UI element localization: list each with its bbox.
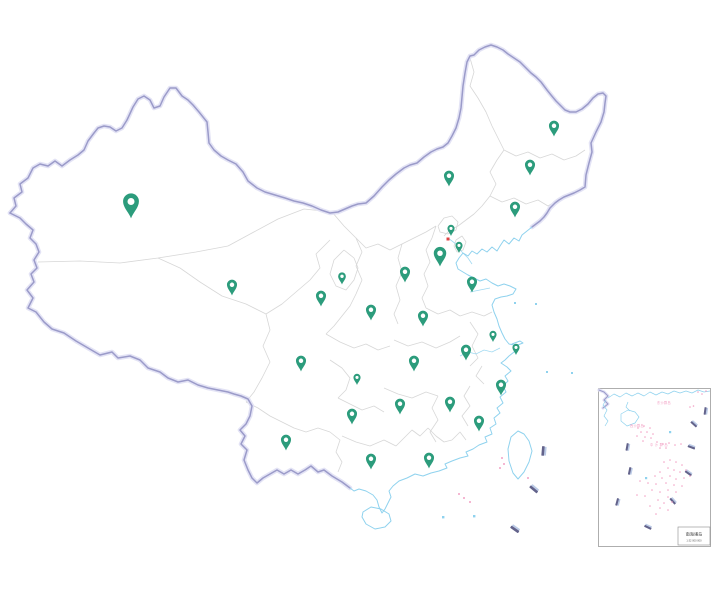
inset-island-dot	[651, 489, 653, 491]
inset-island-dot	[683, 477, 685, 479]
inset-island-dot	[665, 482, 667, 484]
inset-island-dot	[680, 443, 682, 445]
inset-label-中沙群岛: 中沙群岛	[650, 442, 669, 447]
national-border	[7, 42, 609, 491]
inset-island-dot	[667, 496, 669, 498]
inset-scale: 1:32 000 000	[686, 539, 702, 543]
inset-island-dot	[654, 475, 656, 477]
coastline	[349, 226, 533, 530]
taiwan-island	[507, 430, 533, 480]
inset-island-dot	[646, 431, 648, 433]
map-pin-shanghai[interactable]	[512, 343, 520, 355]
inset-island-dot	[675, 461, 677, 463]
inset-island-dot	[636, 435, 638, 437]
inset-island-dot	[671, 501, 673, 503]
offshore-islets	[442, 302, 573, 519]
inset-island-dot	[673, 484, 675, 486]
inset-island-dot	[656, 441, 658, 443]
inset-title: 南海诸岛	[686, 531, 703, 538]
inset-island-dot	[639, 480, 641, 482]
inset-island-dot	[657, 499, 659, 501]
inset-island-dot	[667, 489, 669, 491]
inset-island-dot	[681, 464, 683, 466]
inset-island-dot	[649, 427, 651, 429]
inset-title-box: 南海诸岛 1:32 000 000	[677, 526, 711, 546]
inset-island-dot	[661, 477, 663, 479]
inset-island-dot	[659, 471, 661, 473]
capital-marker-layer	[446, 237, 450, 241]
inset-island-dot	[659, 447, 661, 449]
inset-island-dot	[643, 425, 645, 427]
inset-island-dot	[681, 485, 683, 487]
inset-island-dot	[675, 478, 677, 480]
inset-island-dot	[679, 471, 681, 473]
inset-island-dot	[667, 467, 669, 469]
inset-island-dot	[644, 495, 646, 497]
inset-island-dot	[663, 461, 665, 463]
inset-island-dot	[673, 469, 675, 471]
inset-island-dot	[637, 427, 639, 429]
inset-island-dot	[655, 483, 657, 485]
inset-island-dot	[667, 509, 669, 511]
inset-island-dot	[669, 459, 671, 461]
inset-island-dot	[659, 491, 661, 493]
province-borders	[37, 57, 586, 473]
hainan-island	[361, 506, 392, 530]
inset-island-dot	[665, 447, 667, 449]
inset-island-dot	[669, 475, 671, 477]
inset-island-dot	[647, 482, 649, 484]
nine-dash-line	[510, 446, 547, 534]
inset-island-dot	[642, 440, 644, 442]
inset-island-dot	[674, 444, 676, 446]
inset-label-东沙群岛: 东沙群岛	[657, 400, 671, 405]
inset-island-dot	[636, 494, 638, 496]
inset-island-dot	[655, 513, 657, 515]
inset-island-dots	[636, 405, 695, 515]
inset-island-dot	[675, 491, 677, 493]
inset-island-dot	[668, 442, 670, 444]
inset-island-dot	[689, 475, 691, 477]
inset-island-dot	[663, 502, 665, 504]
inset-island-dot	[659, 507, 661, 509]
inset-island-dot	[662, 443, 664, 445]
inset-island-dot	[685, 469, 687, 471]
inset-island-dot	[649, 505, 651, 507]
inset-island-dot	[640, 431, 642, 433]
inset-island-dot	[650, 437, 652, 439]
capital-marker-beijing-capital	[446, 237, 450, 241]
mainland	[10, 45, 606, 513]
inset-island-dot	[644, 436, 646, 438]
inset-label-西沙群岛: 西沙群岛	[630, 423, 644, 428]
inset-island-dot	[652, 433, 654, 435]
